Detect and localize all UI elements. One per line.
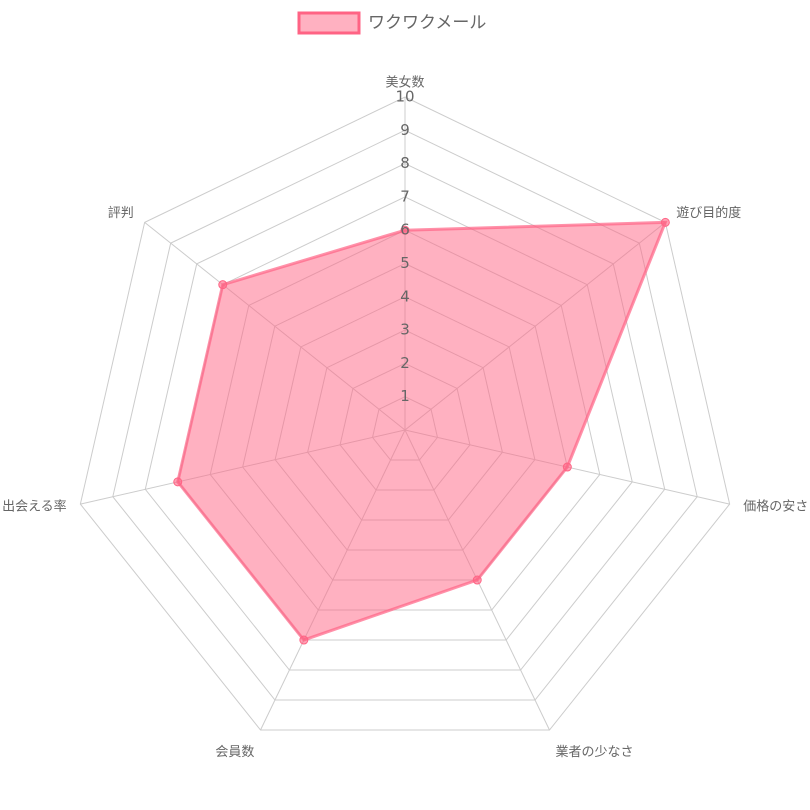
r-tick-label: 8 — [400, 154, 410, 172]
axis-label: 業者の少なさ — [556, 744, 634, 760]
r-tick-label: 10 — [395, 88, 414, 106]
r-tick-label: 2 — [400, 354, 410, 372]
radar-point — [472, 575, 482, 585]
legend-label: ワクワクメール — [368, 13, 486, 33]
radar-point — [400, 225, 410, 235]
axis-label: 評判 — [108, 206, 134, 221]
radar-point — [562, 462, 572, 472]
radar-point — [218, 280, 228, 290]
r-tick-label: 4 — [400, 287, 410, 305]
axis-label: 価格の安さ — [743, 499, 808, 515]
legend-swatch — [297, 11, 361, 35]
radar-point — [660, 217, 670, 227]
axis-label: 会員数 — [215, 745, 254, 760]
grid-ring — [112, 129, 698, 701]
radar-point — [173, 477, 183, 487]
radar-point — [299, 635, 309, 645]
axis-label: 出会える率 — [2, 499, 67, 515]
r-tick-label: 3 — [400, 321, 410, 339]
r-tick-label: 5 — [400, 254, 410, 272]
r-tick-label: 6 — [400, 221, 410, 239]
axis-label: 美女数 — [385, 75, 424, 91]
axis-label: 遊び目的度 — [676, 205, 741, 221]
grid-ring — [79, 96, 731, 731]
r-tick-label: 1 — [400, 387, 410, 405]
r-tick-label: 7 — [400, 187, 410, 205]
radar-area — [176, 220, 668, 642]
r-tick-label: 9 — [400, 121, 410, 139]
